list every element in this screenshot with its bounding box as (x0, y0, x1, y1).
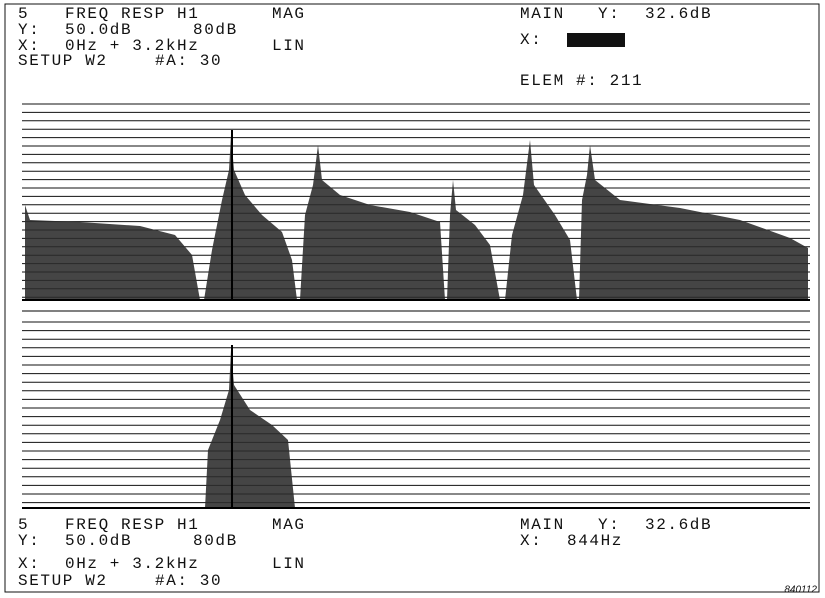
cursor-y: 32.6dB (645, 5, 712, 23)
y-scale: 50.0dB (65, 532, 132, 550)
cursor-y: 32.6dB (645, 516, 712, 534)
x-mode: LIN (272, 37, 306, 55)
response-peak (447, 180, 500, 300)
upper-readout: 5 FREQ RESP H1 MAG Y: 50.0dB 80dB X: 0Hz… (18, 5, 712, 90)
response-peak (300, 145, 445, 300)
trace-number: 5 (18, 516, 29, 534)
response-peak (579, 145, 808, 300)
response-peak (205, 350, 295, 508)
y-scale: 50.0dB (65, 21, 132, 39)
cursor-x: 844Hz (567, 532, 623, 550)
x-mode: LIN (272, 555, 306, 573)
cursor-x-field (567, 33, 625, 47)
display-mode: MAG (272, 5, 306, 23)
x-label: X: (18, 37, 40, 55)
function: FREQ RESP H1 (65, 516, 199, 534)
figure-id: 840112 (784, 585, 817, 596)
response-peak (204, 135, 297, 300)
y-label: Y: (18, 21, 40, 39)
scan-lines (22, 103, 810, 504)
cursor-x-label: X: (520, 532, 542, 550)
lower-readout: 5 FREQ RESP H1 MAG Y: 50.0dB 80dB X: 0Hz… (18, 516, 712, 590)
x-span: 0Hz + 3.2kHz (65, 37, 199, 55)
y-label: Y: (18, 532, 40, 550)
display-mode: MAG (272, 516, 306, 534)
y-range: 80dB (193, 21, 238, 39)
setup: SETUP W2 (18, 572, 108, 590)
cursor-y-label: Y: (598, 516, 620, 534)
upper-waterfall (22, 130, 810, 312)
x-span: 0Hz + 3.2kHz (65, 555, 199, 573)
averages: #A: 30 (155, 52, 222, 70)
x-label: X: (18, 555, 40, 573)
averages: #A: 30 (155, 572, 222, 590)
trace-number: 5 (18, 5, 29, 23)
response-peak (505, 140, 577, 300)
y-range: 80dB (193, 532, 238, 550)
response-peak (25, 205, 200, 300)
cursor-y-label: Y: (598, 5, 620, 23)
cursor-main: MAIN (520, 5, 565, 23)
function: FREQ RESP H1 (65, 5, 199, 23)
cursor-x-label: X: (520, 31, 542, 49)
frame (4, 3, 820, 593)
lower-waterfall (22, 345, 810, 509)
setup: SETUP W2 (18, 52, 108, 70)
element: ELEM #: 211 (520, 72, 643, 90)
cursor-main: MAIN (520, 516, 565, 534)
